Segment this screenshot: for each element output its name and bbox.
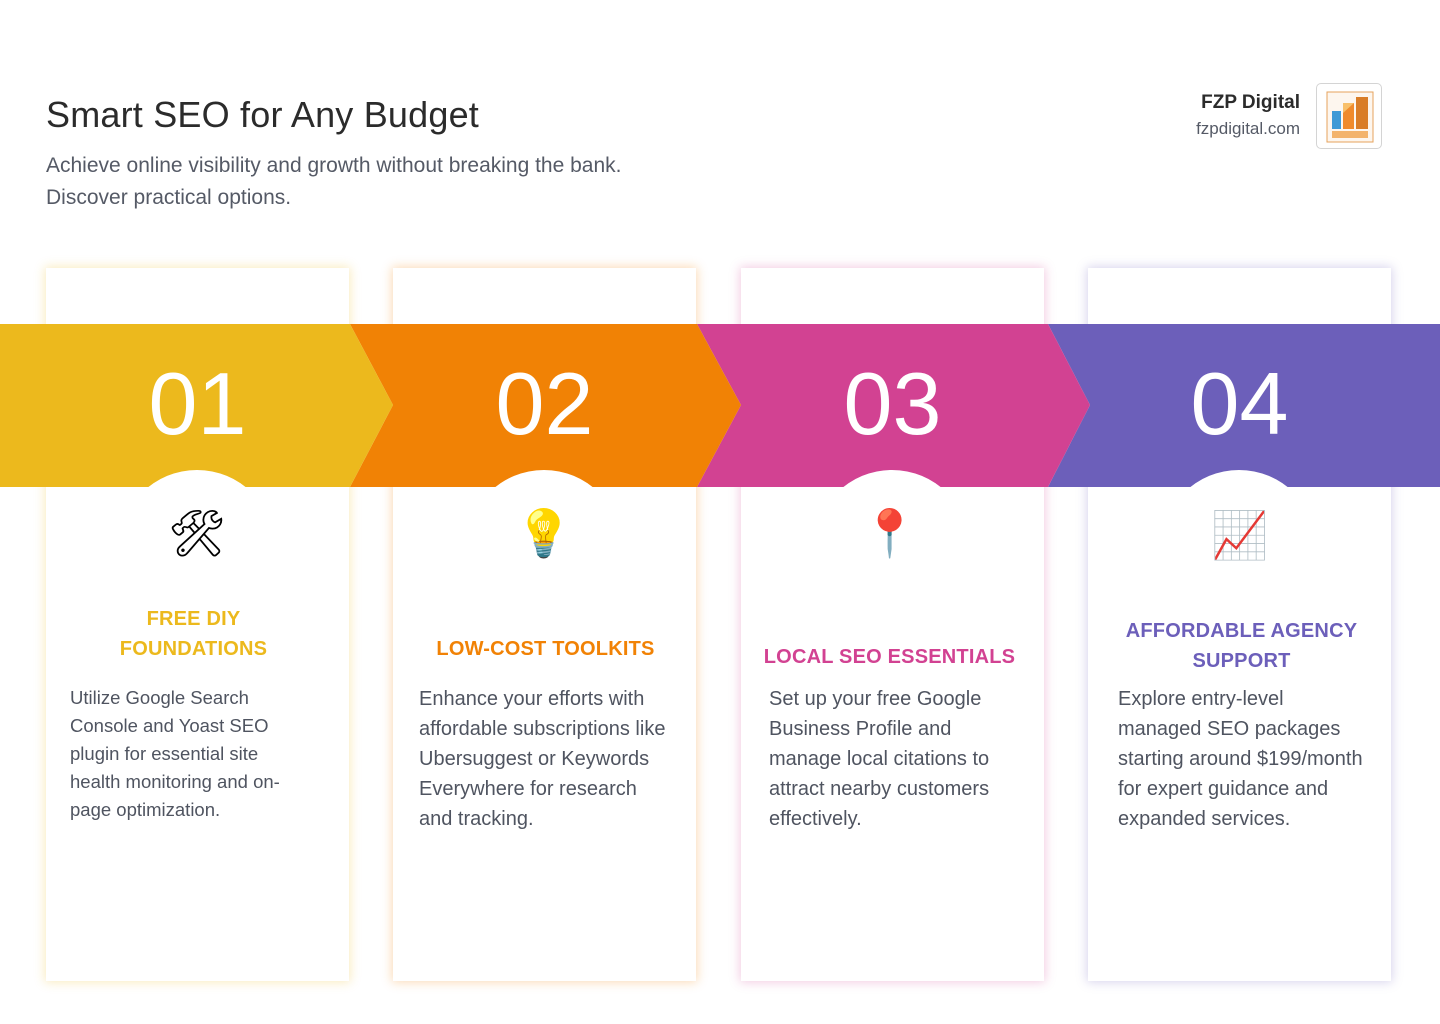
- map-pin-icon: 📍: [861, 506, 919, 560]
- step-heading-4: AFFORDABLE AGENCY SUPPORT: [1125, 620, 1358, 672]
- page-title: Smart SEO for Any Budget: [46, 94, 480, 135]
- step-heading-2: LOW-COST TOOLKITS: [436, 638, 655, 660]
- step-number-4: 04: [1190, 354, 1289, 453]
- step-number-3: 03: [843, 354, 942, 453]
- icon-circle-1: [119, 470, 275, 626]
- arrow-segment-2: [350, 324, 741, 487]
- fzp-logo-icon: [1326, 91, 1374, 143]
- icon-circle-2: [466, 470, 622, 626]
- icon-circle-4: [1161, 470, 1317, 626]
- arrow-segment-3: [697, 324, 1090, 487]
- step-heading-3: LOCAL SEO ESSENTIALS: [763, 646, 1016, 668]
- brand-logo: [1316, 83, 1382, 149]
- step-description-3: Set up your free Google Business Profile…: [769, 688, 990, 830]
- light-bulb-icon: 💡: [515, 506, 573, 560]
- brand-url: fzpdigital.com: [1196, 119, 1300, 138]
- page-subtitle: Achieve online visibility and growth wit…: [46, 154, 622, 209]
- step-heading-1: FREE DIY FOUNDATIONS: [119, 608, 268, 660]
- hammer-and-wrench-icon: 🛠: [167, 506, 227, 560]
- step-description-4: Explore entry-level managed SEO packages…: [1118, 688, 1363, 830]
- step-description-1: Utilize Google Search Console and Yoast …: [70, 687, 280, 820]
- step-number-1: 01: [148, 354, 247, 453]
- brand-name: FZP Digital: [1201, 92, 1300, 113]
- icon-circle-3: [814, 470, 970, 626]
- arrow-segment-1: [0, 324, 393, 487]
- step-description-2: Enhance your efforts with affordable sub…: [419, 688, 666, 830]
- chart-increasing-icon: 📈: [1211, 508, 1269, 562]
- arrow-segment-4: [1048, 324, 1440, 487]
- step-number-2: 02: [495, 354, 594, 453]
